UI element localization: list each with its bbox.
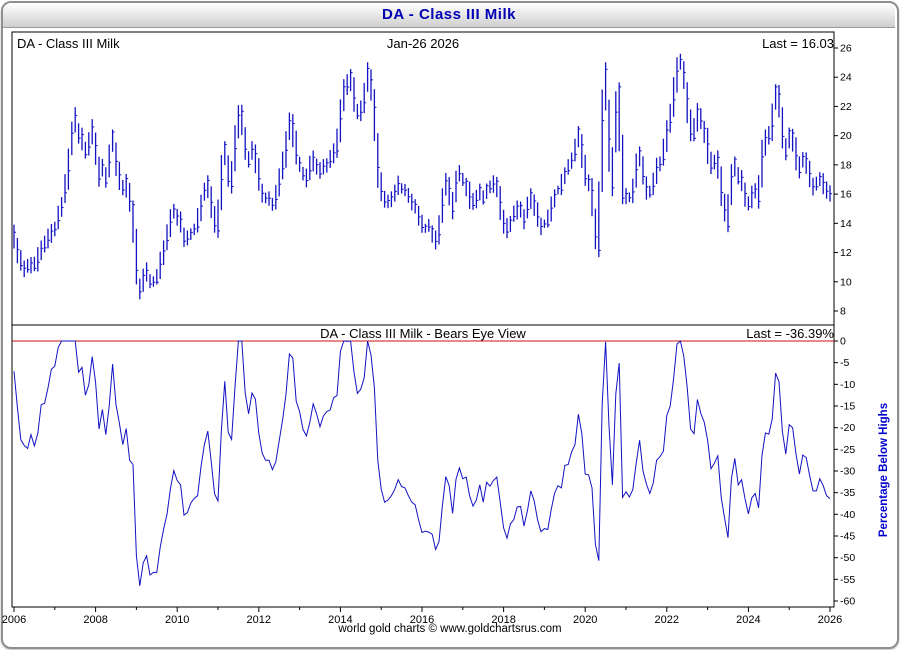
svg-text:-55: -55: [840, 574, 855, 586]
svg-text:-35: -35: [840, 487, 855, 499]
svg-text:2020: 2020: [573, 614, 597, 626]
svg-text:18: 18: [840, 159, 852, 171]
bears-axis-label: Percentage Below Highs: [878, 402, 890, 538]
bears-line-series: [13, 340, 831, 586]
svg-text:20: 20: [840, 130, 852, 142]
svg-text:-10: -10: [840, 379, 855, 391]
svg-text:-20: -20: [840, 422, 855, 434]
svg-text:2012: 2012: [247, 614, 271, 626]
svg-text:16: 16: [840, 189, 852, 201]
svg-text:2026: 2026: [818, 614, 842, 626]
svg-text:-45: -45: [840, 531, 855, 543]
svg-text:8: 8: [840, 306, 846, 318]
price-panel-last-value: Last = 16.03: [762, 36, 834, 51]
svg-text:-25: -25: [840, 444, 855, 456]
svg-text:-40: -40: [840, 509, 855, 521]
footer-credit: world gold charts © www.goldchartsrus.co…: [338, 623, 562, 635]
svg-text:-30: -30: [840, 466, 855, 478]
svg-text:26: 26: [840, 43, 852, 55]
svg-text:2006: 2006: [2, 614, 26, 626]
svg-text:2008: 2008: [83, 614, 107, 626]
svg-text:2018: 2018: [491, 614, 515, 626]
svg-text:10: 10: [840, 276, 852, 288]
svg-text:2014: 2014: [328, 614, 352, 626]
svg-text:24: 24: [840, 72, 852, 84]
price-panel-label: DA - Class III Milk: [17, 36, 120, 51]
price-bars-series: [13, 53, 832, 300]
svg-text:22: 22: [840, 101, 852, 113]
svg-text:2010: 2010: [165, 614, 189, 626]
bears-panel-last-value: Last = -36.39%: [746, 326, 834, 341]
svg-text:14: 14: [840, 218, 852, 230]
svg-text:2024: 2024: [736, 614, 760, 626]
axis-labels: 26 24 22 20 18 16 14 12 10 8 0 -5 -10 -15 -20 -25 -30 -35…: [834, 43, 855, 608]
svg-text:-50: -50: [840, 552, 855, 564]
svg-text:2016: 2016: [410, 614, 434, 626]
svg-text:12: 12: [840, 247, 852, 259]
price-panel-date: Jan-26 2026: [386, 36, 460, 51]
plot-border: [11, 31, 835, 608]
svg-text:-15: -15: [840, 401, 855, 413]
svg-text:0: 0: [840, 336, 846, 348]
svg-text:-5: -5: [840, 357, 849, 369]
svg-text:2022: 2022: [655, 614, 679, 626]
x-axis-labels: 2006 2008 2010 2012 2014 2016 2018 2020 2022 2024…: [2, 607, 842, 626]
window-titlebar: DA - Class III Milk: [3, 3, 895, 28]
bears-panel-title: DA - Class III Milk - Bears Eye View: [320, 326, 526, 341]
window-title: DA - Class III Milk: [382, 6, 516, 23]
svg-text:-60: -60: [840, 596, 855, 608]
